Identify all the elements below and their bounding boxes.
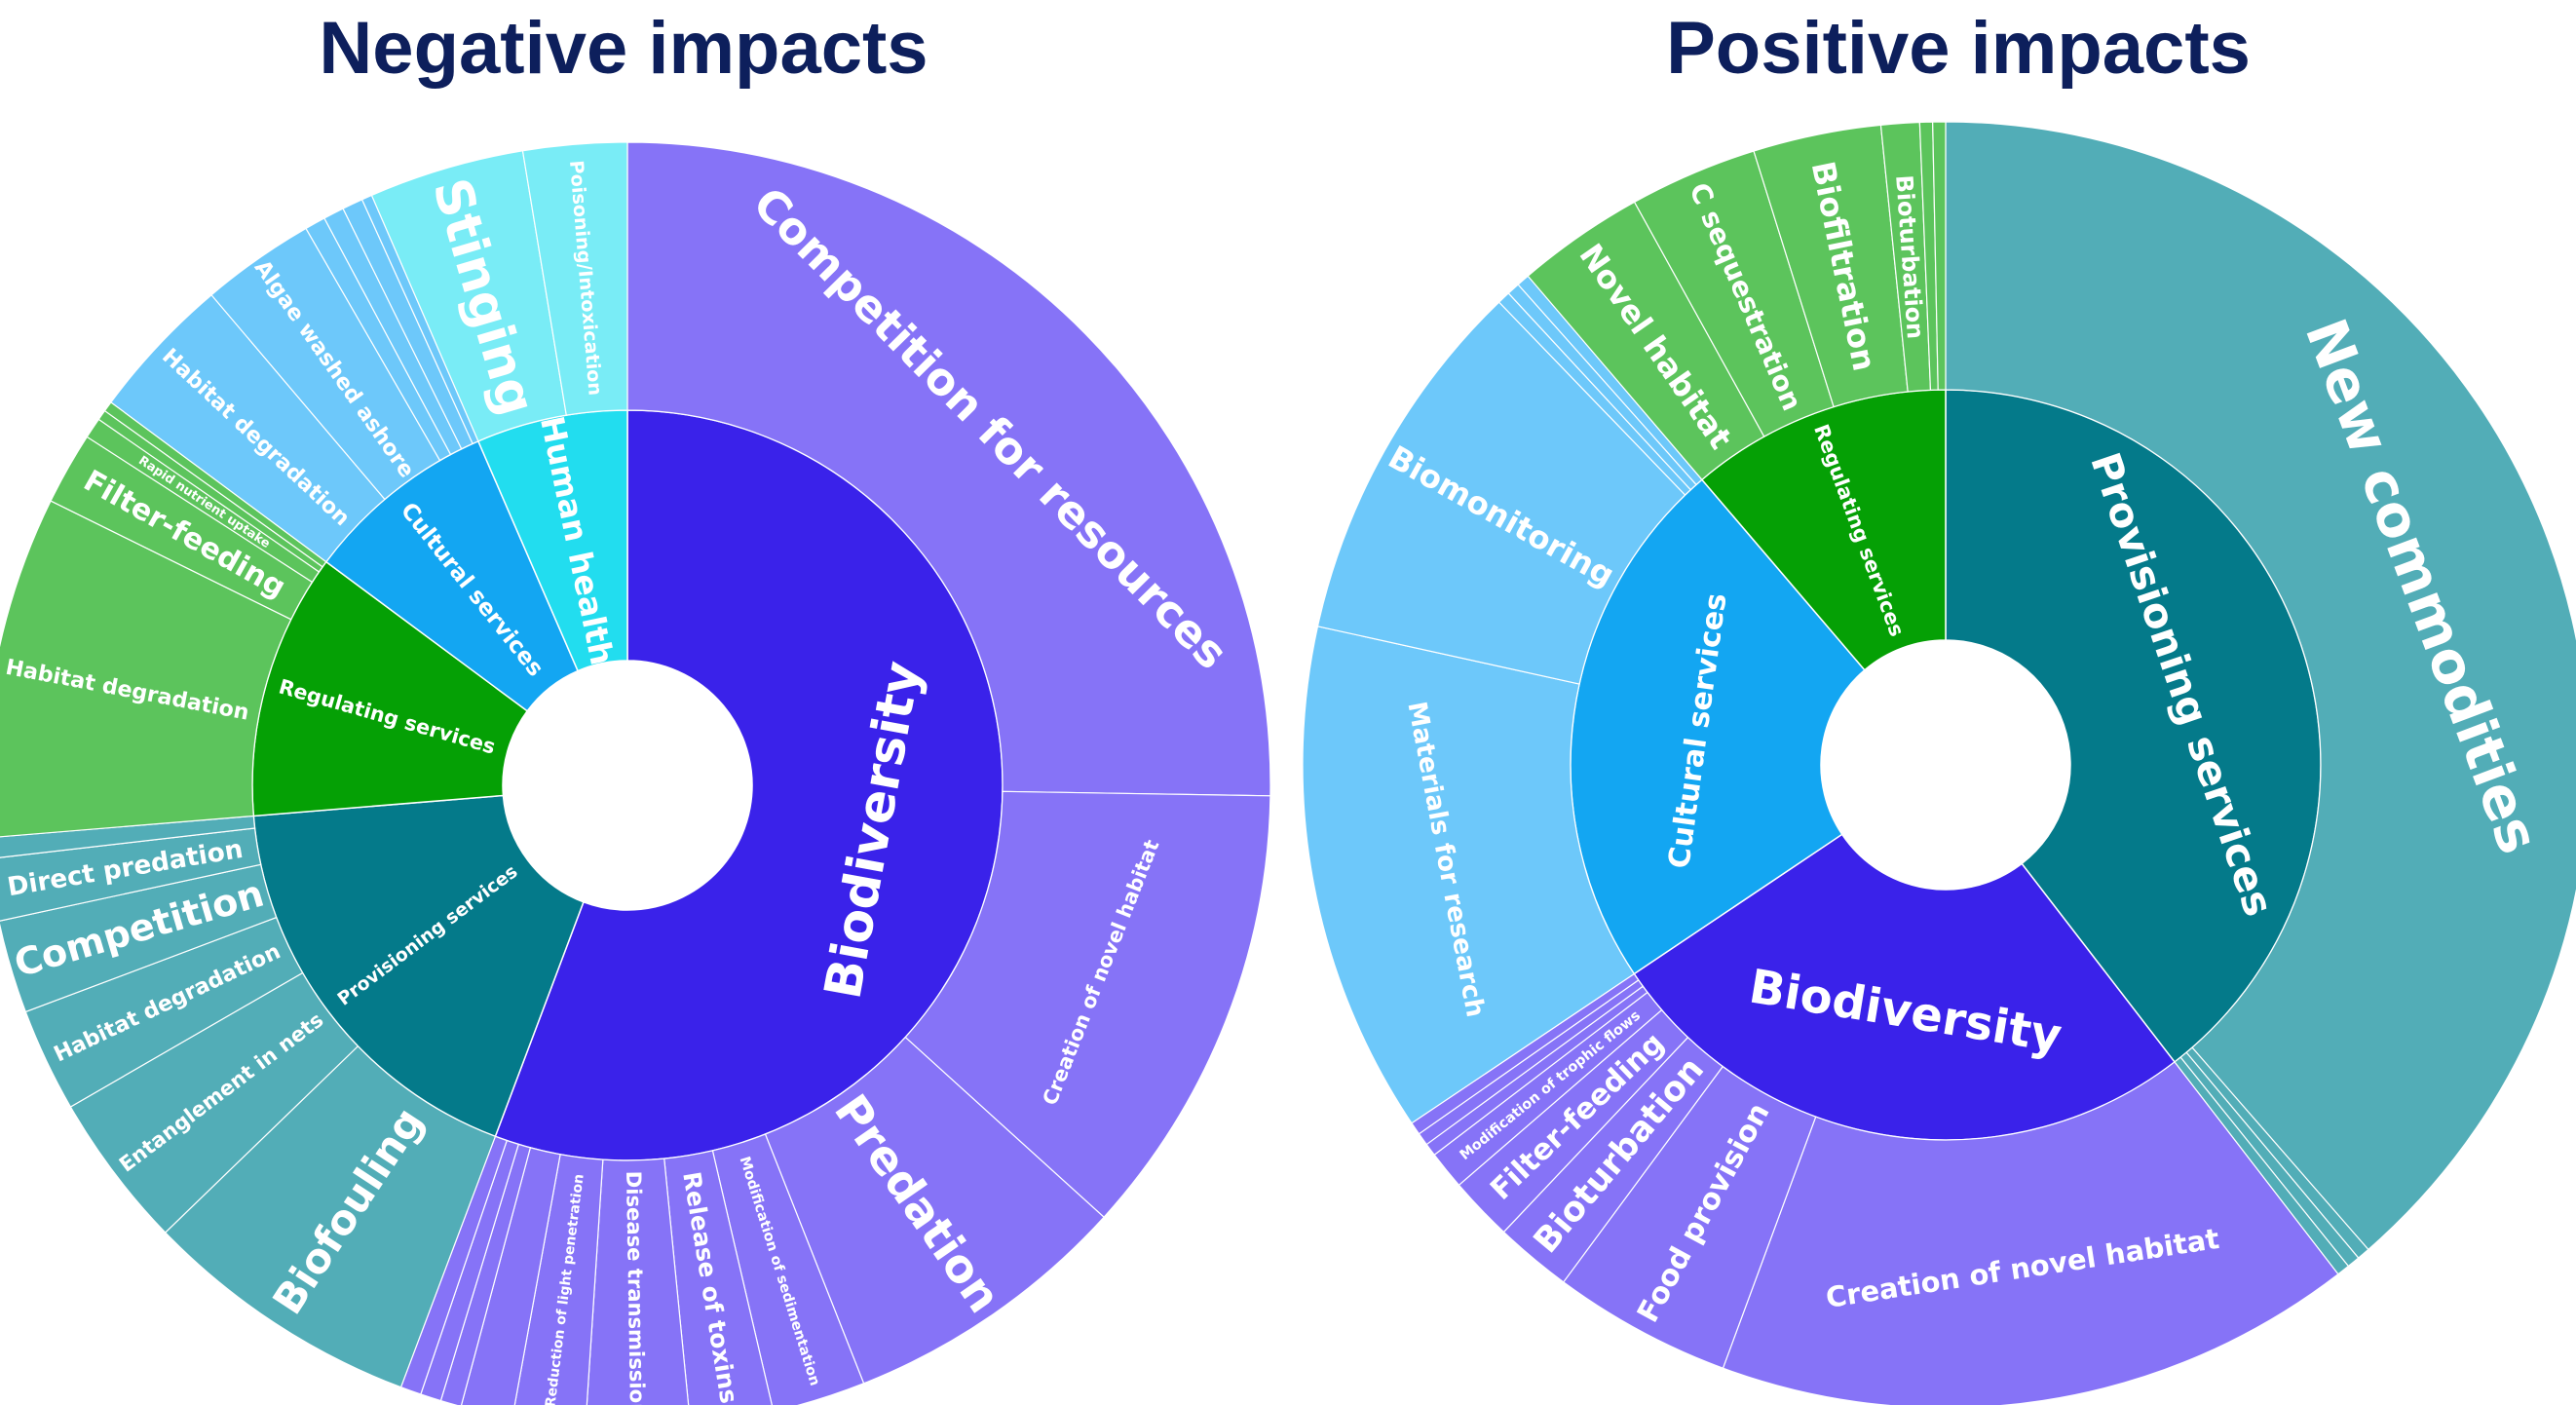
outer-segment-competition-for-resources [626,141,1271,797]
outer-segment-disease-transmission [586,1158,690,1405]
outer-segment-biomonitoring [1316,301,1686,685]
outer-segment-poisoning-intoxication [521,141,628,416]
outer-segment-new-commodities [1945,121,2576,1251]
outer-segment-creation-of-novel-habitat [904,790,1271,1219]
outer-segment-unlabeled [1932,121,1947,391]
chart-title-negative: Negative impacts [319,7,928,90]
outer-label-disease-transmission: Disease transmission [622,1171,650,1405]
outer-segment-creation-of-novel-habitat [1722,1061,2339,1405]
chart-title-positive: Positive impacts [1666,7,2251,90]
outer-segment-materials-for-research [1302,626,1636,1124]
